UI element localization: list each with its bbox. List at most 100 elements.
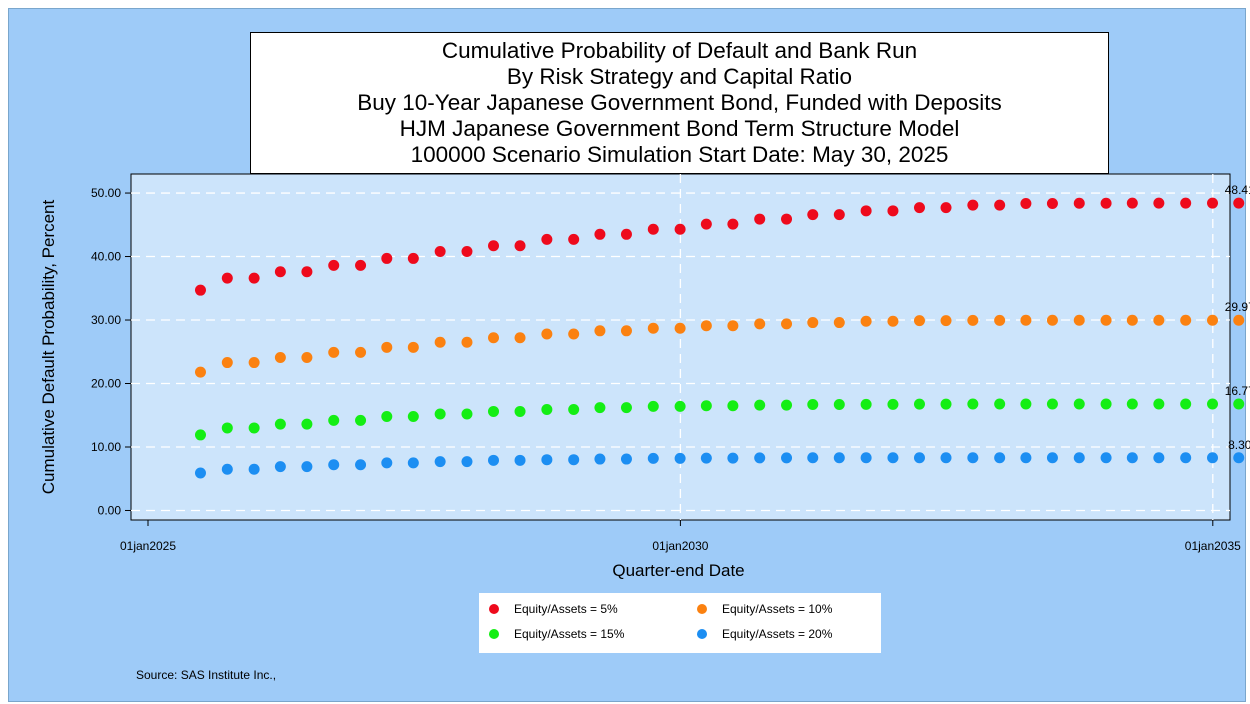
data-point: [194, 429, 206, 441]
data-point: [248, 422, 260, 434]
data-point: [514, 454, 526, 466]
data-point: [620, 325, 632, 337]
title-line-1: Cumulative Probability of Default and Ba…: [441, 38, 918, 63]
data-point: [568, 404, 580, 416]
data-point: [913, 315, 925, 327]
data-point: [1180, 452, 1192, 464]
data-point: [328, 346, 340, 358]
data-point: [381, 411, 393, 423]
data-point: [1046, 314, 1058, 326]
legend-marker-5pct: [489, 604, 499, 614]
data-point: [594, 325, 606, 337]
data-point: [700, 452, 712, 464]
data-point: [434, 336, 446, 348]
x-tick-label: 01jan2030: [652, 539, 708, 553]
data-point: [1073, 197, 1085, 209]
data-point: [568, 233, 580, 245]
data-point: [1233, 452, 1245, 464]
data-point: [620, 402, 632, 414]
y-tick-label: 30.00: [91, 313, 121, 327]
data-point: [274, 351, 286, 363]
data-point: [860, 452, 872, 464]
data-point: [221, 272, 233, 284]
data-point: [488, 240, 500, 252]
data-point: [674, 322, 686, 334]
source-note: Source: SAS Institute Inc.,: [136, 668, 277, 682]
data-point: [1126, 452, 1138, 464]
data-point: [381, 457, 393, 469]
data-point: [488, 405, 500, 417]
data-point: [1180, 197, 1192, 209]
data-point: [913, 398, 925, 410]
legend-item-10pct: Equity/Assets = 10%: [697, 602, 832, 616]
data-point: [514, 332, 526, 344]
data-point: [727, 218, 739, 230]
y-tick-label: 10.00: [91, 440, 121, 454]
data-point: [488, 332, 500, 344]
data-point: [1153, 197, 1165, 209]
data-point: [700, 218, 712, 230]
data-point: [1020, 452, 1032, 464]
title-line-2: By Risk Strategy and Capital Ratio: [506, 64, 853, 89]
data-point: [461, 245, 473, 257]
data-point: [568, 328, 580, 340]
data-point: [461, 408, 473, 420]
data-point: [514, 405, 526, 417]
data-point: [781, 452, 793, 464]
data-point: [301, 461, 313, 473]
data-point: [754, 318, 766, 330]
legend-marker-20pct: [697, 629, 707, 639]
title-line-3: Buy 10-Year Japanese Government Bond, Fu…: [357, 90, 1002, 115]
x-tick-label: 01jan2025: [120, 539, 176, 553]
data-point: [967, 452, 979, 464]
data-point: [221, 422, 233, 434]
data-point: [887, 398, 899, 410]
data-point: [328, 414, 340, 426]
x-tick-label: 01jan2035: [1185, 539, 1241, 553]
y-axis-title: Cumulative Default Probability, Percent: [39, 199, 58, 494]
data-point: [1153, 398, 1165, 410]
data-point: [594, 402, 606, 414]
data-point: [1153, 452, 1165, 464]
legend-item-5pct: Equity/Assets = 5%: [489, 602, 618, 616]
data-point: [461, 336, 473, 348]
data-label: 16.77: [1225, 384, 1250, 398]
data-point: [514, 240, 526, 252]
data-point: [381, 341, 393, 353]
data-point: [355, 414, 367, 426]
data-point: [541, 328, 553, 340]
data-point: [994, 199, 1006, 211]
data-point: [833, 452, 845, 464]
data-point: [301, 351, 313, 363]
data-point: [754, 452, 766, 464]
data-point: [194, 366, 206, 378]
data-point: [940, 398, 952, 410]
data-point: [1073, 398, 1085, 410]
data-point: [940, 202, 952, 214]
data-point: [1207, 314, 1219, 326]
legend: Equity/Assets = 5% Equity/Assets = 10% E…: [479, 593, 881, 653]
data-point: [407, 252, 419, 264]
data-point: [1126, 197, 1138, 209]
data-point: [807, 398, 819, 410]
data-point: [781, 399, 793, 411]
data-point: [407, 341, 419, 353]
data-point: [1100, 314, 1112, 326]
y-tick-label: 0.00: [98, 503, 122, 517]
legend-marker-10pct: [697, 604, 707, 614]
data-point: [940, 452, 952, 464]
data-point: [860, 205, 872, 217]
data-point: [674, 223, 686, 235]
data-point: [700, 400, 712, 412]
y-tick-label: 40.00: [91, 250, 121, 264]
data-point: [807, 452, 819, 464]
data-point: [647, 223, 659, 235]
x-axis-title: Quarter-end Date: [612, 561, 744, 580]
data-point: [355, 259, 367, 271]
data-point: [1153, 314, 1165, 326]
data-point: [1100, 452, 1112, 464]
data-point: [1207, 398, 1219, 410]
data-point: [194, 284, 206, 296]
data-point: [1046, 198, 1058, 210]
data-point: [594, 228, 606, 240]
